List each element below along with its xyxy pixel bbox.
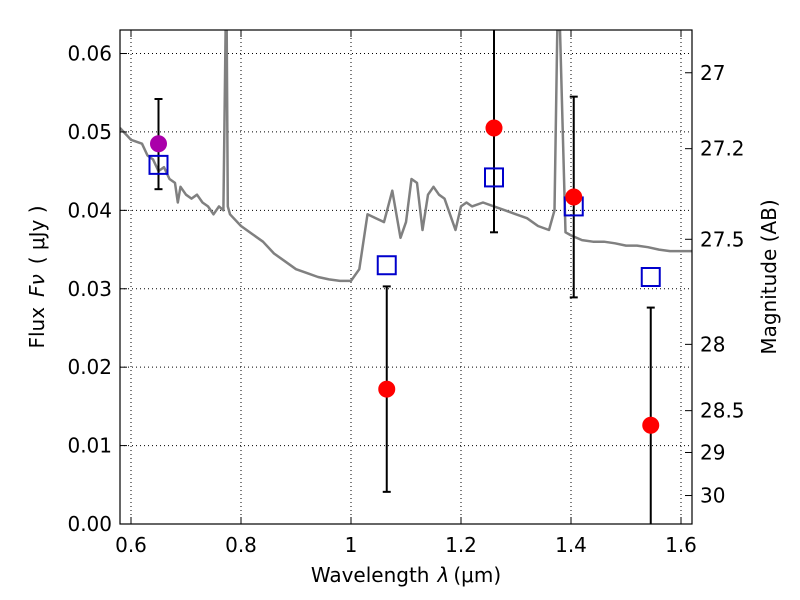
y2-tick-label: 27 (700, 61, 725, 85)
model-spectrum-line (120, 30, 692, 283)
observed-flux-point (565, 188, 583, 206)
y-axis-title: FluxFν( μJy ) (25, 205, 49, 348)
x-tick-label: 1.6 (665, 533, 697, 557)
axis-ticks: 0.6 0.8 1 1.2 1.4 1.6 0.00 0.01 0.02 0.03 0.04 0.05… (67, 30, 745, 557)
y-tick-label: 0.05 (67, 120, 112, 144)
observed-flux-point (485, 119, 503, 137)
x-tick-label: 1.4 (555, 533, 587, 557)
model-flux-square (484, 167, 504, 188)
model-flux-square (640, 267, 661, 287)
x-tick-label: 0.8 (225, 533, 257, 557)
y-tick-label: 0.04 (67, 198, 112, 222)
grid-lines (120, 30, 692, 525)
plot-frame (119, 29, 693, 525)
x-axis-title: Wavelength λ (μm) (311, 563, 501, 587)
y-tick-label: 0.02 (67, 355, 112, 379)
y2-tick-label: 28 (700, 332, 725, 356)
observed-flux-point (378, 380, 396, 398)
y2-tick-label: 28.5 (700, 399, 745, 423)
observed-flux-point (642, 416, 660, 434)
x-tick-label: 0.6 (115, 533, 147, 557)
y2-tick-label: 30 (700, 484, 725, 508)
y-tick-label: 0.06 (67, 42, 112, 66)
plot-area (120, 30, 692, 283)
model-flux-square (376, 255, 397, 276)
x-tick-label: 1 (345, 533, 358, 557)
y2-tick-label: 27.5 (700, 227, 745, 251)
y-tick-label: 0.00 (67, 512, 112, 536)
y2-axis-title: Magnitude (AB) (757, 199, 781, 354)
y2-tick-label: 27.2 (700, 137, 745, 161)
y2-tick-label: 29 (700, 440, 725, 464)
x-tick-label: 1.2 (445, 533, 477, 557)
error-bars (154, 30, 655, 524)
y-tick-label: 0.03 (67, 277, 112, 301)
data-markers (148, 119, 661, 434)
y-tick-label: 0.01 (67, 434, 112, 458)
model-flux-square (148, 154, 169, 175)
observed-flux-point (150, 135, 167, 153)
